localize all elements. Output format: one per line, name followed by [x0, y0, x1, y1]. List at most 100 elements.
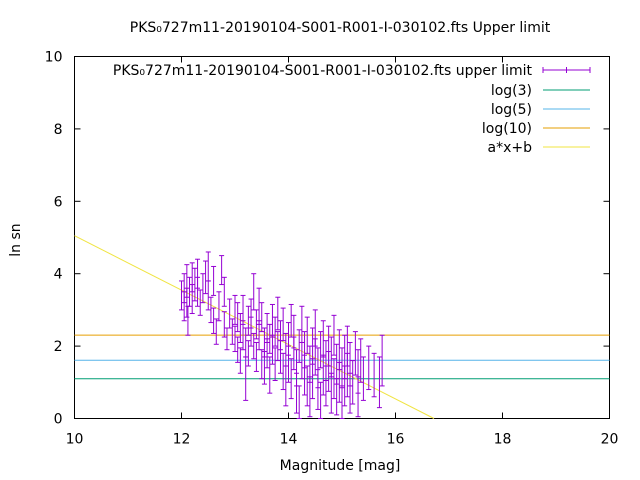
x-tick-label: 12 [173, 432, 191, 448]
data-point [312, 309, 318, 347]
data-point [286, 345, 291, 383]
y-axis-label: ln sn [8, 223, 24, 256]
data-point [235, 336, 241, 363]
data-point [189, 284, 195, 315]
data-point [261, 351, 267, 385]
x-tick-label: 16 [387, 432, 405, 448]
x-tick-label: 14 [280, 432, 298, 448]
data-point [326, 325, 332, 367]
data-point [371, 352, 377, 398]
x-axis-label: Magnitude [mag] [280, 458, 401, 474]
data-point [179, 280, 184, 311]
x-axis: 10 12 14 16 18 20 [66, 56, 619, 448]
data-point [187, 276, 193, 307]
data-point [280, 307, 286, 342]
data-point [350, 360, 356, 405]
legend-label: PKS₀727m11-20190104-S001-R001-I-030102.f… [113, 63, 533, 79]
data-point [379, 334, 385, 387]
data-point [267, 323, 273, 354]
legend-label: log(10) [482, 121, 532, 137]
data-point [221, 276, 227, 307]
legend-label: log(5) [491, 102, 532, 118]
data-point [283, 332, 289, 367]
data-point [366, 345, 372, 391]
data-point [253, 341, 259, 372]
data-point [334, 378, 340, 416]
data-point [264, 338, 270, 369]
data-point [296, 329, 302, 363]
y-tick-label: 6 [54, 194, 63, 210]
data-point [304, 365, 310, 407]
data-point [294, 349, 300, 387]
x-tick-label: 20 [601, 432, 619, 448]
y-tick-label: 4 [54, 267, 63, 283]
data-point [275, 331, 281, 362]
data-point [269, 334, 275, 365]
data-point [323, 365, 329, 407]
y-axis: 0 2 4 6 8 10 [45, 50, 610, 428]
data-point [216, 291, 222, 322]
data-point [200, 273, 206, 304]
data-point [302, 331, 308, 369]
data-point [299, 305, 305, 343]
data-point [275, 296, 281, 331]
data-point [307, 376, 313, 418]
data-point [376, 356, 382, 409]
data-points [179, 251, 385, 419]
y-tick-label: 0 [54, 412, 63, 428]
data-point [181, 273, 187, 304]
data-point [328, 336, 334, 378]
data-point [229, 318, 235, 345]
data-point [304, 316, 310, 354]
data-point [243, 327, 249, 358]
x-tick-label: 10 [66, 432, 84, 448]
y-tick-label: 10 [45, 50, 63, 66]
data-point [251, 273, 257, 311]
data-point [318, 331, 324, 369]
data-point [192, 267, 198, 302]
data-point [232, 325, 238, 353]
data-point [203, 260, 209, 295]
legend: PKS₀727m11-20190104-S001-R001-I-030102.f… [113, 63, 591, 156]
fit-line [74, 235, 435, 419]
data-point [245, 305, 251, 336]
data-point [347, 341, 353, 387]
data-point [283, 365, 289, 407]
data-point [267, 356, 273, 394]
data-point [358, 338, 364, 383]
data-point [336, 361, 342, 403]
data-point [205, 280, 211, 311]
data-point [318, 381, 324, 419]
data-point [211, 265, 217, 296]
data-point [259, 349, 265, 380]
legend-label: a*x+b [488, 140, 533, 156]
data-point [240, 294, 246, 325]
y-tick-label: 8 [54, 122, 63, 138]
data-point [253, 309, 259, 340]
data-point [227, 298, 233, 329]
data-point [339, 385, 345, 419]
data-point [221, 311, 227, 338]
data-point [331, 358, 337, 400]
legend-label: log(3) [491, 83, 532, 99]
data-point [256, 287, 262, 325]
data-point [320, 320, 326, 358]
data-point [237, 313, 243, 343]
data-point [211, 307, 217, 334]
data-point [232, 294, 238, 325]
data-point [184, 287, 190, 318]
data-point [235, 302, 241, 333]
data-point [237, 347, 243, 374]
data-point [208, 296, 214, 324]
data-point [280, 352, 286, 391]
data-point [197, 289, 203, 316]
data-point [272, 347, 278, 381]
data-point [344, 325, 350, 367]
data-point [205, 251, 211, 282]
data-point [315, 347, 321, 389]
data-point [291, 314, 297, 349]
data-point [331, 314, 337, 356]
data-point [245, 340, 251, 367]
data-point [288, 358, 294, 400]
